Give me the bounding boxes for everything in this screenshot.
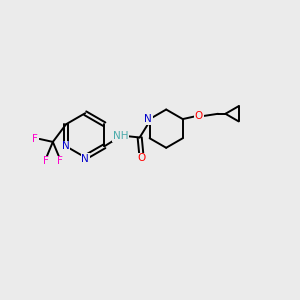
Text: F: F (57, 156, 63, 166)
Text: O: O (137, 153, 145, 163)
Text: O: O (195, 111, 203, 121)
Text: N: N (81, 154, 89, 164)
Text: F: F (32, 134, 38, 144)
Text: NH: NH (113, 131, 128, 141)
Text: F: F (43, 156, 48, 166)
Text: N: N (62, 141, 70, 151)
Text: N: N (144, 114, 152, 124)
